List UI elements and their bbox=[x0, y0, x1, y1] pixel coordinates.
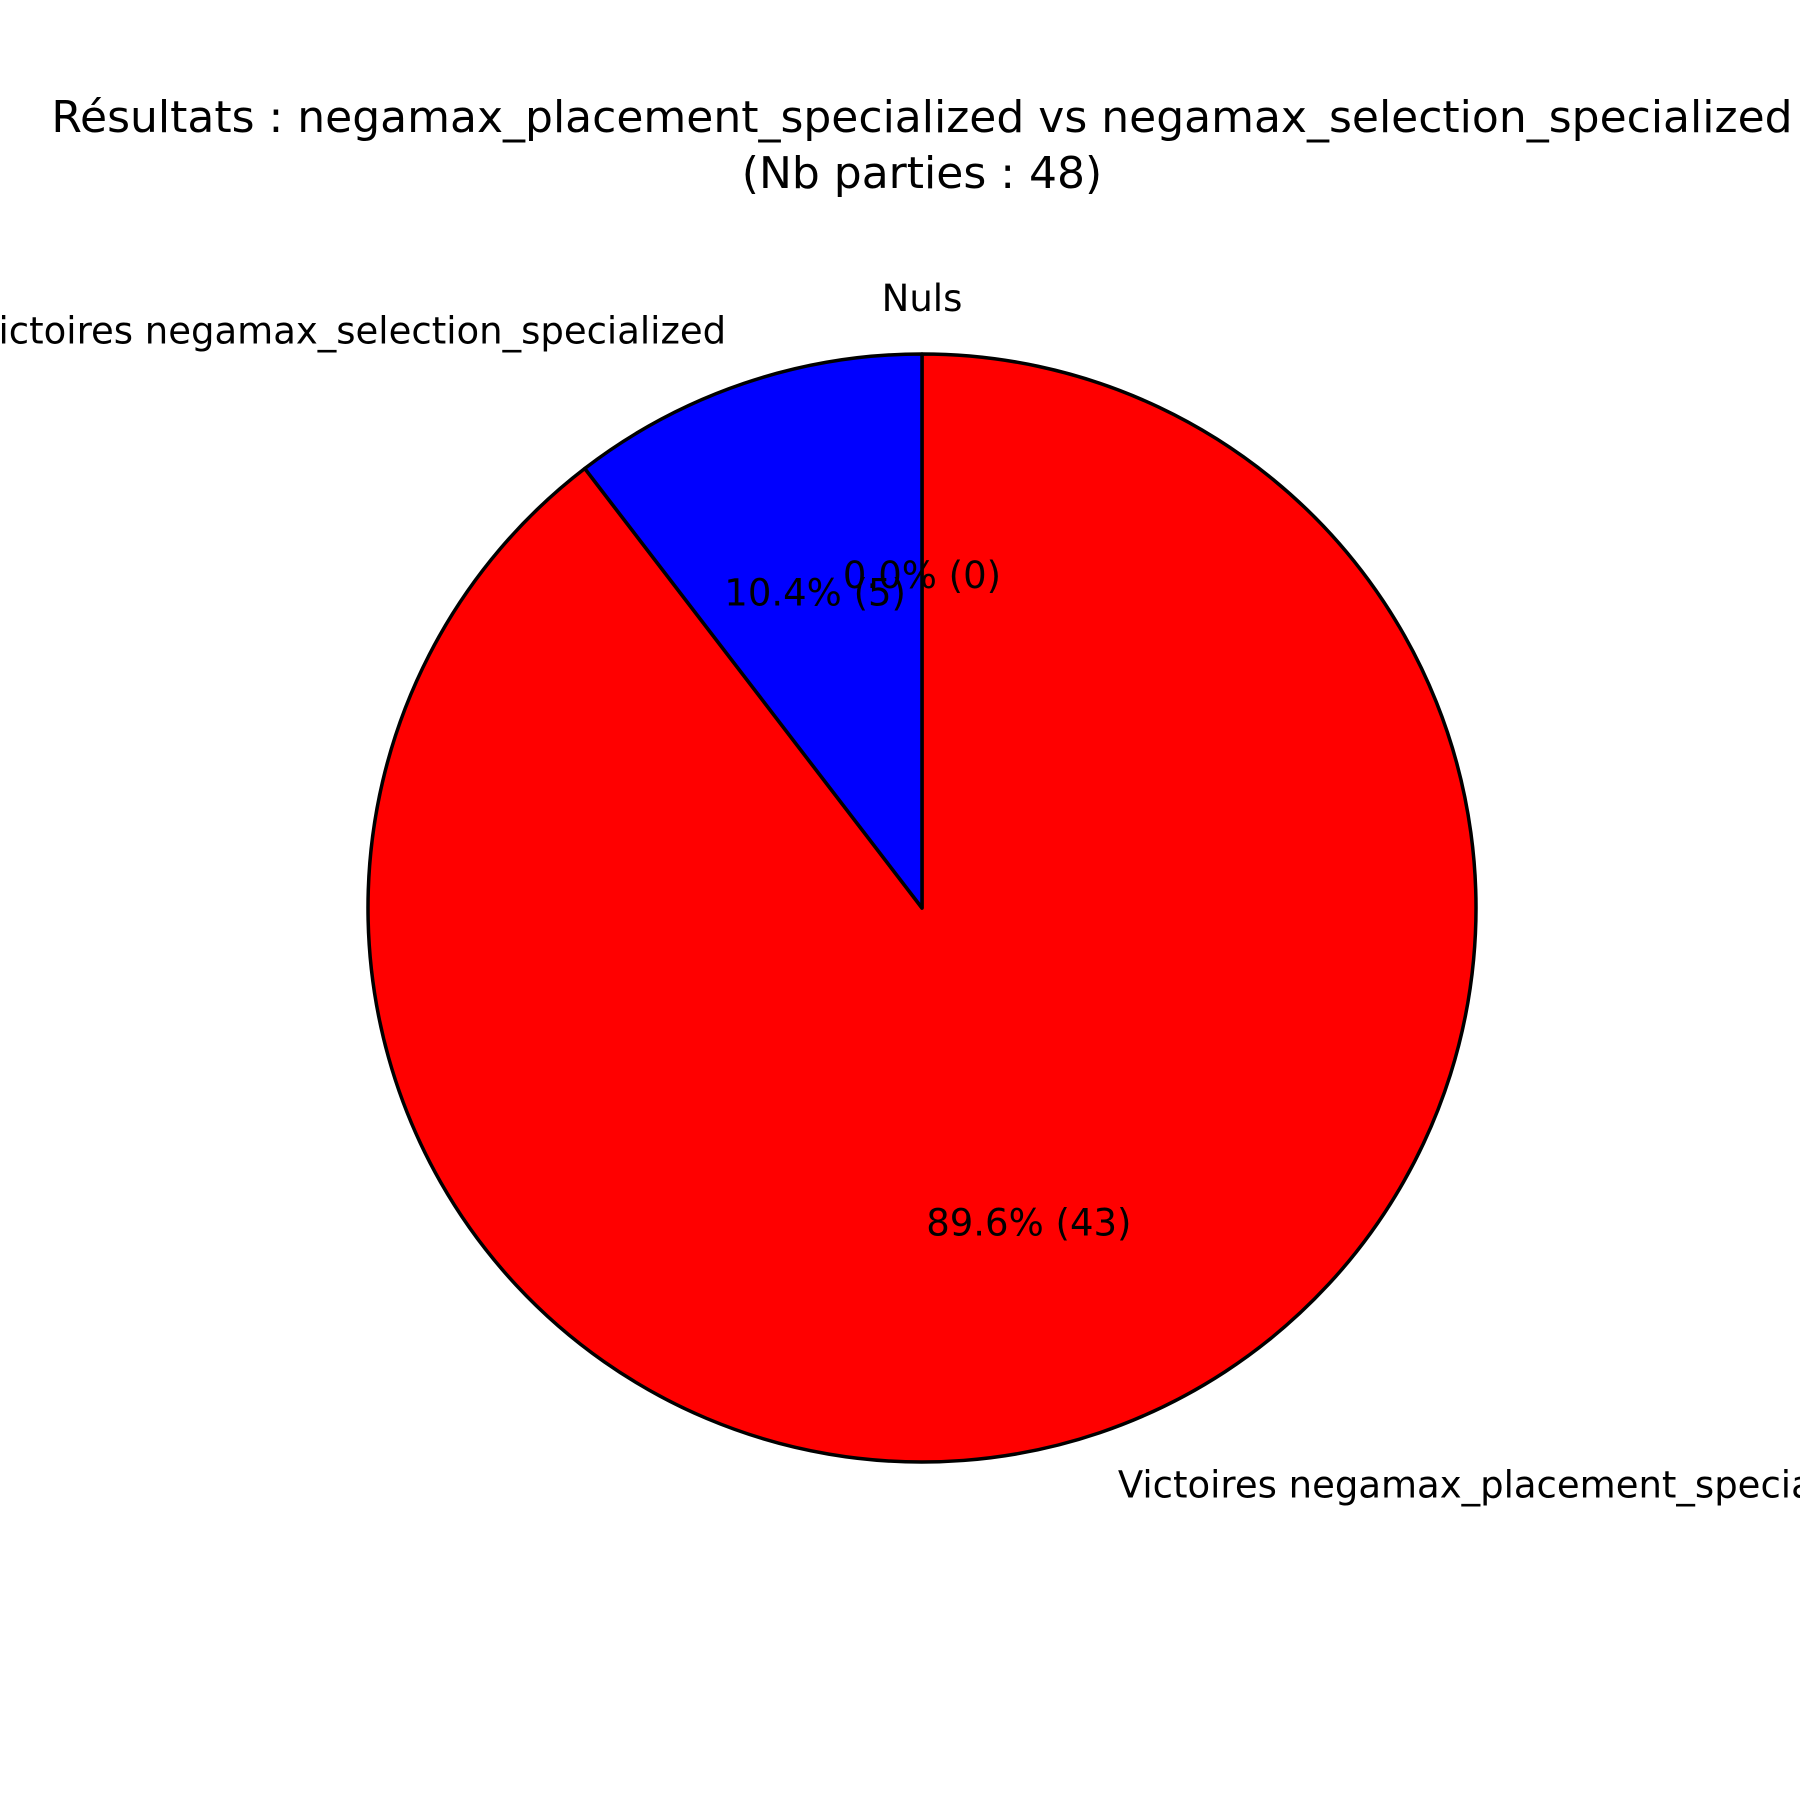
pie-slice-victoires-negamax-selection-specialized bbox=[582, 352, 924, 910]
percent-label-nuls: 0.0% (0) bbox=[843, 554, 1001, 597]
pie-labels: Victoires negamax_placement_specialized 8… bbox=[0, 277, 1800, 1506]
chart-title: Résultats : negamax_placement_specialize… bbox=[51, 92, 1792, 143]
pie-slices bbox=[366, 352, 1478, 1464]
chart-subtitle: (Nb parties : 48) bbox=[742, 148, 1102, 199]
percent-label-victoires-negamax-placement-specialized: 89.6% (43) bbox=[926, 1201, 1131, 1244]
slice-label-nuls: Nuls bbox=[882, 277, 963, 320]
percent-label-victoires-negamax-selection-specialized: 10.4% (5) bbox=[724, 572, 906, 615]
slice-label-victoires-negamax-placement-specialized: Victoires negamax_placement_specialized bbox=[1118, 1464, 1800, 1507]
slice-label-victoires-negamax-selection-specialized: Victoires negamax_selection_specialized bbox=[0, 309, 726, 352]
